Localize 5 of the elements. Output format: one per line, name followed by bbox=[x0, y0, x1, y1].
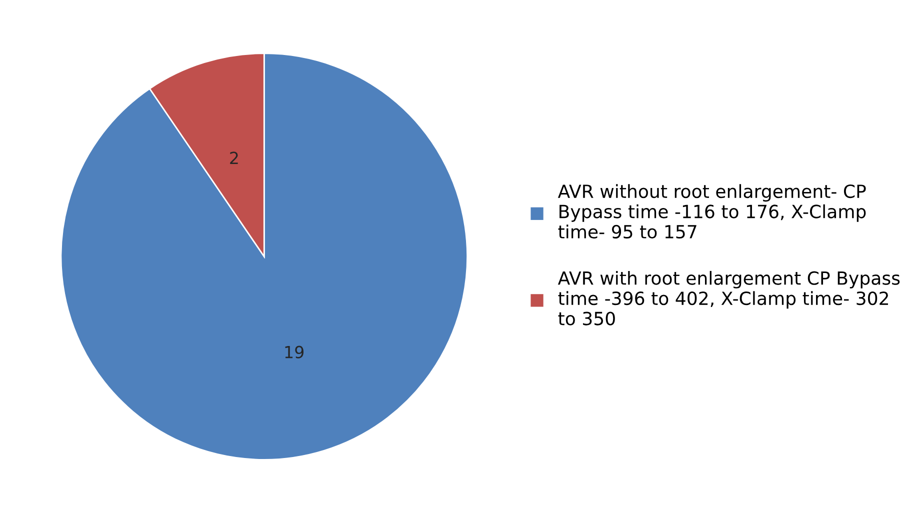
data-label: 19 bbox=[285, 346, 304, 358]
data-label: 2 bbox=[230, 152, 238, 164]
pie-slice bbox=[60, 52, 468, 460]
legend-label: AVR without root enlargement- CP Bypass time -116 to 176, X-Clamp time- 95 to 157 bbox=[558, 184, 866, 239]
legend-label: AVR with root enlargement CP Bypass time -396 to 402, X-Clamp time- 302 to 350 bbox=[558, 270, 900, 326]
